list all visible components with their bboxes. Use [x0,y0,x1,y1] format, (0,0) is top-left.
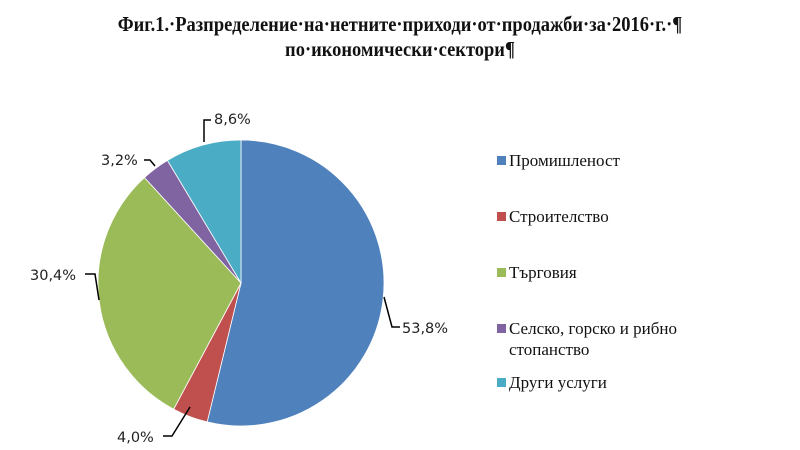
legend-item-targoviya: Търговия [497,262,577,283]
legend-swatch-icon [497,156,506,165]
leader-lines [85,119,400,437]
legend-label: Търговия [509,263,577,282]
data-label-stroitelstvo: 4,0% [117,430,154,446]
pie-slice-4 [166,139,242,285]
leader-line-promishlenost [383,296,400,328]
legend-swatch-icon [497,268,506,277]
pie-slice-0 [206,139,385,427]
legend-label: Селско, горско и рибно [509,319,677,338]
chart-title-line1: Фиг.1.·Разпределение·на·нетните·приходи·… [117,12,683,36]
legend-label-continued: стопанство [509,340,590,359]
legend-label: Строителство [509,207,609,226]
data-label-selsko: 3,2% [101,153,138,169]
pie-slice-2 [97,176,242,410]
pie-slices [97,139,385,427]
legend-swatch-icon [497,324,506,333]
legend-swatch-icon [497,212,506,221]
legend-item-stroitelstvo: Строителство [497,206,609,227]
legend-label: Други услуги [509,373,607,392]
data-label-promishlenost: 53,8% [402,321,448,337]
legend-swatch-icon [497,378,506,387]
leader-line-stroitelstvo [163,406,191,437]
leader-line-drugi [203,119,211,142]
legend-item-drugi: Други услуги [497,372,607,393]
leader-line-selsko [144,159,156,167]
chart-title: Фиг.1.·Разпределение·на·нетните·приходи·… [48,12,752,62]
chart-title-line2: по·икономически·сектори¶ [285,37,515,61]
leader-line-targoviya [85,273,100,301]
data-label-drugi: 8,6% [214,112,251,128]
legend-item-promishlenost: Промишленост [497,150,620,171]
data-label-targoviya: 30,4% [30,268,76,284]
legend-item-selsko: Селско, горско и рибно стопанство [497,318,677,360]
legend-label: Промишленост [509,151,620,170]
